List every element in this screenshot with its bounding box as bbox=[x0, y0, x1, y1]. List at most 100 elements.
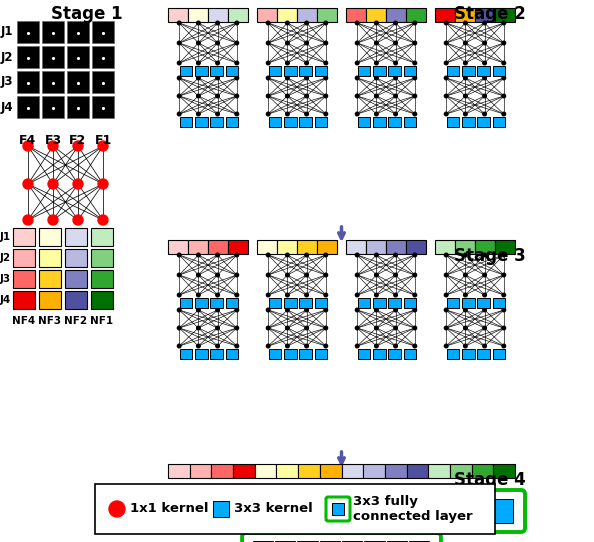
Bar bbox=[366, 240, 386, 254]
Bar bbox=[386, 240, 406, 254]
Circle shape bbox=[178, 76, 181, 80]
Circle shape bbox=[305, 326, 308, 330]
Circle shape bbox=[463, 76, 467, 80]
Bar bbox=[363, 464, 385, 478]
Bar bbox=[358, 117, 371, 127]
Circle shape bbox=[235, 308, 239, 312]
Bar bbox=[275, 541, 295, 542]
Circle shape bbox=[305, 253, 308, 257]
Bar bbox=[495, 8, 515, 22]
Bar bbox=[492, 117, 505, 127]
Circle shape bbox=[178, 21, 181, 25]
Bar bbox=[441, 499, 463, 523]
Bar bbox=[403, 117, 416, 127]
Bar bbox=[428, 464, 450, 478]
Circle shape bbox=[235, 253, 239, 257]
Bar bbox=[478, 349, 490, 359]
Circle shape bbox=[375, 293, 378, 297]
Circle shape bbox=[444, 112, 448, 116]
Bar bbox=[180, 117, 192, 127]
Circle shape bbox=[355, 61, 359, 65]
Circle shape bbox=[375, 253, 378, 257]
Circle shape bbox=[502, 94, 505, 98]
Circle shape bbox=[324, 293, 328, 297]
Circle shape bbox=[73, 179, 83, 189]
Circle shape bbox=[305, 94, 308, 98]
Circle shape bbox=[463, 61, 467, 65]
Circle shape bbox=[463, 21, 467, 25]
Bar bbox=[255, 464, 276, 478]
Circle shape bbox=[48, 141, 58, 151]
Circle shape bbox=[266, 344, 270, 348]
Circle shape bbox=[483, 61, 486, 65]
Bar bbox=[299, 349, 312, 359]
Circle shape bbox=[197, 293, 200, 297]
Bar bbox=[403, 349, 416, 359]
Circle shape bbox=[355, 21, 359, 25]
FancyBboxPatch shape bbox=[242, 533, 441, 542]
Circle shape bbox=[324, 253, 328, 257]
Circle shape bbox=[444, 21, 448, 25]
Circle shape bbox=[502, 326, 505, 330]
Bar bbox=[403, 66, 416, 76]
Text: J3: J3 bbox=[1, 75, 13, 88]
Bar bbox=[208, 8, 228, 22]
Text: F3: F3 bbox=[45, 133, 62, 146]
Circle shape bbox=[216, 253, 219, 257]
Bar bbox=[386, 8, 406, 22]
Circle shape bbox=[444, 326, 448, 330]
Circle shape bbox=[197, 273, 200, 277]
Bar bbox=[490, 499, 513, 523]
Circle shape bbox=[178, 293, 181, 297]
Circle shape bbox=[286, 308, 289, 312]
Circle shape bbox=[375, 308, 378, 312]
Text: 1x1 kernel: 1x1 kernel bbox=[130, 502, 208, 515]
Circle shape bbox=[444, 94, 448, 98]
Bar bbox=[276, 464, 298, 478]
Circle shape bbox=[375, 94, 378, 98]
Circle shape bbox=[413, 94, 416, 98]
Circle shape bbox=[266, 41, 270, 45]
Circle shape bbox=[266, 308, 270, 312]
Bar bbox=[315, 66, 327, 76]
Bar bbox=[17, 46, 39, 68]
Circle shape bbox=[502, 76, 505, 80]
Bar bbox=[297, 541, 318, 542]
Bar bbox=[13, 249, 35, 267]
Bar bbox=[364, 541, 385, 542]
Circle shape bbox=[444, 41, 448, 45]
Circle shape bbox=[235, 21, 239, 25]
Circle shape bbox=[375, 21, 378, 25]
Circle shape bbox=[413, 308, 416, 312]
Bar bbox=[92, 71, 114, 93]
Circle shape bbox=[483, 41, 486, 45]
Circle shape bbox=[286, 344, 289, 348]
Circle shape bbox=[216, 21, 219, 25]
Circle shape bbox=[463, 273, 467, 277]
Circle shape bbox=[197, 41, 200, 45]
Circle shape bbox=[375, 326, 378, 330]
Circle shape bbox=[305, 21, 308, 25]
Circle shape bbox=[355, 41, 359, 45]
Bar bbox=[284, 66, 296, 76]
Circle shape bbox=[413, 41, 416, 45]
Bar bbox=[493, 464, 515, 478]
Circle shape bbox=[355, 76, 359, 80]
Bar bbox=[244, 499, 266, 523]
Circle shape bbox=[178, 253, 181, 257]
Bar bbox=[91, 228, 113, 246]
FancyBboxPatch shape bbox=[158, 490, 525, 532]
Bar bbox=[17, 71, 39, 93]
Circle shape bbox=[502, 21, 505, 25]
FancyBboxPatch shape bbox=[326, 497, 350, 521]
Circle shape bbox=[266, 94, 270, 98]
Bar bbox=[210, 298, 223, 308]
Bar bbox=[210, 66, 223, 76]
Bar bbox=[226, 349, 238, 359]
Circle shape bbox=[305, 76, 308, 80]
Circle shape bbox=[413, 293, 416, 297]
Bar bbox=[346, 8, 366, 22]
Circle shape bbox=[413, 21, 416, 25]
Circle shape bbox=[235, 112, 239, 116]
Bar bbox=[406, 240, 426, 254]
